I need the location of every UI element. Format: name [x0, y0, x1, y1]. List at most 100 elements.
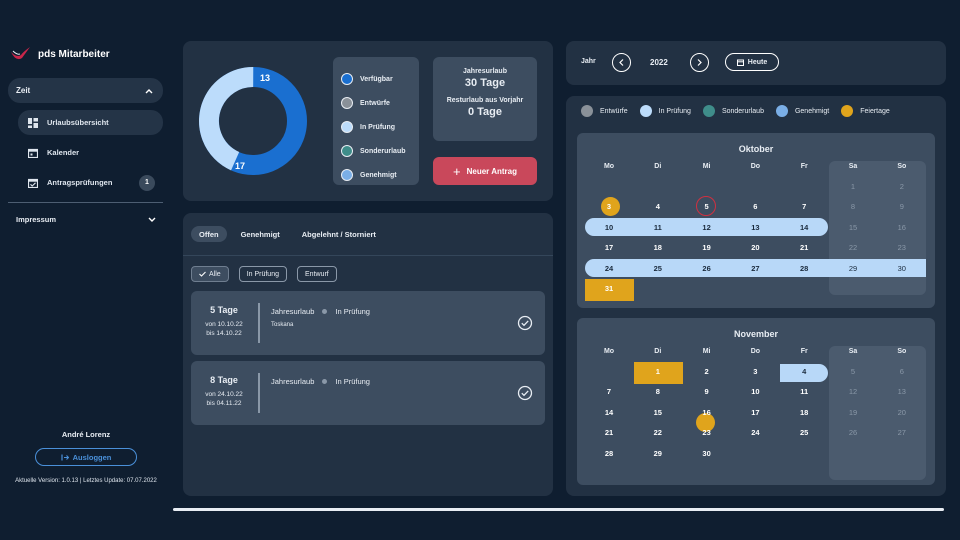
- calendar-day[interactable]: 14: [604, 407, 614, 417]
- calendar-day[interactable]: 17: [604, 243, 614, 252]
- calendar-day[interactable]: 31: [604, 284, 614, 293]
- legend-item: Genehmigt: [341, 163, 411, 187]
- calendar-day[interactable]: 5: [850, 366, 856, 376]
- calendar-day[interactable]: 6: [899, 366, 904, 376]
- request-card[interactable]: 8 Tage von 24.10.22 bis 04.11.22 Jahresu…: [191, 361, 545, 425]
- sidebar-item-urlaubsuebersicht[interactable]: Urlaubsübersicht: [18, 110, 163, 135]
- calendar-day[interactable]: 28: [800, 263, 809, 273]
- sidebar-item-antragspruefungen[interactable]: Antragsprüfungen 1: [18, 170, 163, 195]
- request-range-end: [585, 279, 634, 301]
- calendar-day[interactable]: 12: [702, 222, 711, 232]
- calendar-day[interactable]: 21: [604, 428, 614, 437]
- calendar-day[interactable]: 10: [751, 387, 760, 396]
- calendar-day[interactable]: 8: [850, 202, 856, 211]
- legend-label: In Prüfung: [658, 107, 691, 115]
- check-circle-icon[interactable]: [517, 385, 533, 401]
- weekday-header: Fr: [800, 163, 808, 170]
- calendar-day[interactable]: 12: [848, 387, 858, 396]
- calendar-day[interactable]: 23: [897, 243, 906, 252]
- calendar-day[interactable]: 24: [604, 263, 614, 273]
- calendar-day[interactable]: 13: [751, 222, 760, 232]
- calendar-day[interactable]: 8: [655, 387, 660, 396]
- weekday-header: So: [897, 348, 907, 355]
- request-info: Jahresurlaub In Prüfung: [271, 377, 370, 386]
- calendar-day[interactable]: 29: [653, 448, 662, 458]
- calendar-day[interactable]: 22: [848, 243, 858, 252]
- calendar-day[interactable]: 26: [702, 263, 711, 273]
- next-year-button[interactable]: [690, 53, 709, 72]
- calendar-day[interactable]: 24: [751, 428, 760, 437]
- calendar-day[interactable]: 3: [606, 202, 612, 211]
- calendar-day[interactable]: 4: [802, 366, 807, 376]
- calendar-day[interactable]: 3: [753, 366, 758, 376]
- logout-button[interactable]: Ausloggen: [35, 448, 137, 466]
- calendar-day[interactable]: 1: [655, 366, 660, 376]
- request-card[interactable]: 5 Tage von 10.10.22 bis 14.10.22 Jahresu…: [191, 291, 545, 355]
- calendar-day[interactable]: 22: [653, 428, 662, 437]
- calendar-day[interactable]: 18: [800, 407, 809, 417]
- calendar-day[interactable]: 16: [897, 222, 906, 232]
- month-title: Oktober: [738, 144, 774, 154]
- calendar-day[interactable]: 13: [897, 387, 906, 396]
- status-legend: Verfügbar Entwürfe In Prüfung Sonderurla…: [333, 57, 419, 185]
- calendar-day[interactable]: 14: [800, 222, 809, 232]
- calendar-legend: Entwürfe In Prüfung Sonderurlaub Genehmi…: [581, 105, 890, 117]
- calendar-day[interactable]: 23: [702, 428, 711, 437]
- calendar-day[interactable]: 7: [802, 202, 807, 211]
- tab-genehmigt[interactable]: Genehmigt: [240, 229, 280, 239]
- calendar-day[interactable]: 30: [897, 263, 906, 273]
- calendar-day[interactable]: 26: [848, 428, 858, 437]
- filter-entwurf[interactable]: Entwurf: [297, 266, 337, 282]
- tab-abgelehnt-storniert[interactable]: Abgelehnt / Storniert: [301, 229, 376, 239]
- filter-in-pruefung[interactable]: In Prüfung: [238, 266, 287, 282]
- check-circle-icon[interactable]: [517, 315, 533, 331]
- calendar-day[interactable]: 16: [702, 407, 711, 417]
- calendar-day[interactable]: 30: [702, 448, 711, 458]
- calendar-day[interactable]: 11: [800, 387, 809, 396]
- calendar-day[interactable]: 4: [655, 202, 660, 211]
- new-request-button[interactable]: + Neuer Antrag: [433, 157, 537, 185]
- calendar-day[interactable]: 17: [751, 407, 760, 417]
- calendar-day[interactable]: 1: [850, 181, 856, 191]
- prev-year-button[interactable]: [612, 53, 631, 72]
- logo-icon: [11, 47, 30, 60]
- calendar-day[interactable]: 29: [848, 263, 858, 273]
- calendar-day[interactable]: 7: [606, 387, 612, 396]
- calendar-day[interactable]: 9: [704, 387, 709, 396]
- calendar-icon: [736, 59, 744, 66]
- calendar-day[interactable]: 19: [848, 407, 858, 417]
- sidebar-item-kalender[interactable]: Kalender: [18, 140, 163, 165]
- calendar-day[interactable]: 5: [704, 202, 709, 211]
- calendar-day[interactable]: 20: [751, 243, 760, 252]
- today-button[interactable]: Heute: [725, 53, 779, 71]
- nav-impressum[interactable]: Impressum: [16, 215, 156, 224]
- app-logo[interactable]: pds Mitarbeiter: [10, 46, 110, 62]
- legend-label: Sonderurlaub: [721, 107, 764, 115]
- nav-group-zeit[interactable]: Zeit: [8, 78, 163, 103]
- calendar-day[interactable]: 25: [800, 428, 809, 437]
- filter-alle[interactable]: Alle: [191, 266, 229, 282]
- calendar-day[interactable]: 19: [702, 243, 711, 252]
- calendar-day[interactable]: 6: [753, 202, 758, 211]
- calendar-day[interactable]: 2: [704, 366, 709, 376]
- calendar-day[interactable]: 11: [653, 222, 662, 232]
- calendar-day[interactable]: 15: [848, 222, 858, 232]
- calendar-day[interactable]: 21: [800, 243, 809, 252]
- calendar-day[interactable]: 10: [604, 222, 614, 232]
- calendar-day[interactable]: 25: [653, 263, 662, 273]
- request-range: [585, 218, 828, 236]
- calendar-day[interactable]: 27: [751, 263, 760, 273]
- weekday-header: Mi: [702, 163, 711, 170]
- status-dot: [322, 379, 328, 384]
- weekday-header: Sa: [848, 163, 858, 170]
- calendar-day[interactable]: 18: [653, 243, 662, 252]
- calendar-day[interactable]: 28: [604, 448, 614, 458]
- scroll-indicator[interactable]: [173, 508, 944, 511]
- calendar-day[interactable]: 20: [897, 407, 906, 417]
- calendar-day[interactable]: 9: [899, 202, 904, 211]
- legend-label: Entwürfe: [600, 107, 628, 115]
- tab-offen[interactable]: Offen: [191, 226, 227, 242]
- calendar-day[interactable]: 15: [653, 407, 662, 417]
- calendar-day[interactable]: 2: [899, 181, 904, 191]
- calendar-day[interactable]: 27: [897, 428, 906, 437]
